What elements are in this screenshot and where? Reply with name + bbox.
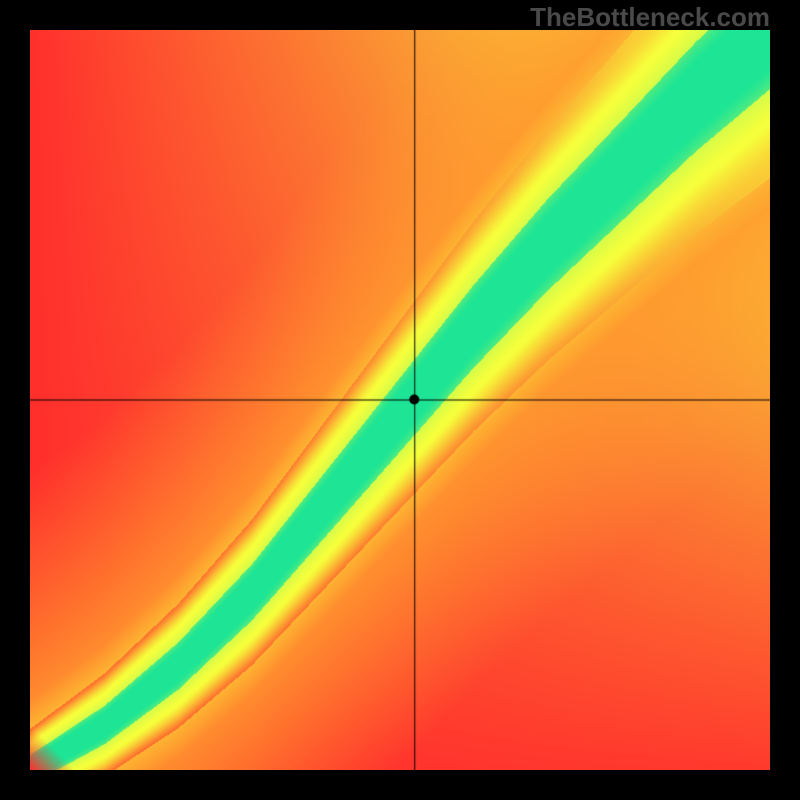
watermark-text: TheBottleneck.com — [530, 2, 770, 33]
heatmap-frame: TheBottleneck.com — [0, 0, 800, 800]
heatmap-plot — [30, 30, 770, 770]
heatmap-canvas — [30, 30, 770, 770]
